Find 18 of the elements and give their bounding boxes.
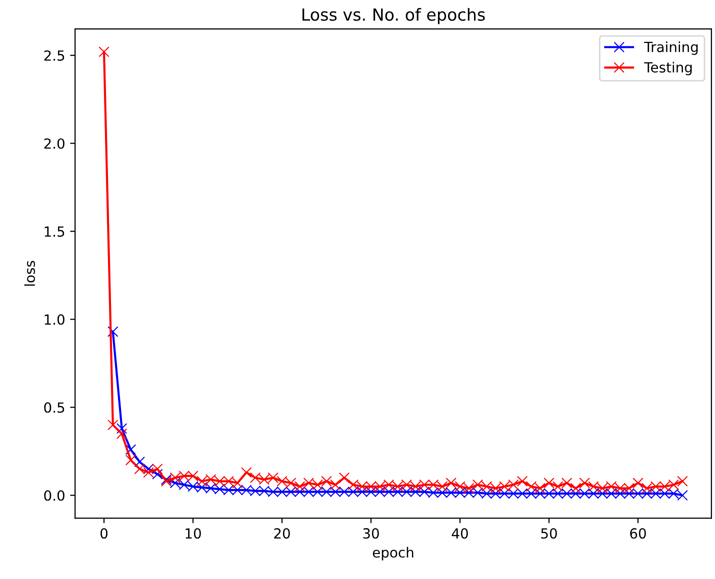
x-tick-label: 50 <box>541 528 557 539</box>
y-tick-label: 1.5 <box>44 226 64 237</box>
y-tick-label: 0.0 <box>44 490 64 501</box>
y-tick-label: 2.5 <box>44 50 64 61</box>
chart-title: Loss vs. No. of epochs <box>302 8 485 24</box>
y-tick-label: 0.5 <box>44 402 64 413</box>
x-tick-label: 20 <box>274 528 290 539</box>
x-axis-title: epoch <box>372 546 414 560</box>
legend-label: Testing <box>644 62 692 76</box>
x-tick-label: 60 <box>630 528 646 539</box>
y-tick-label: 1.0 <box>44 314 64 325</box>
x-tick-label: 30 <box>363 528 379 539</box>
x-tick-label: 10 <box>186 528 201 539</box>
x-tick-label: 40 <box>452 528 468 539</box>
legend-label: Training <box>644 41 698 55</box>
y-tick-label: 2.0 <box>44 138 64 149</box>
y-axis-title: loss <box>24 260 36 286</box>
x-tick-label: 0 <box>100 528 108 539</box>
